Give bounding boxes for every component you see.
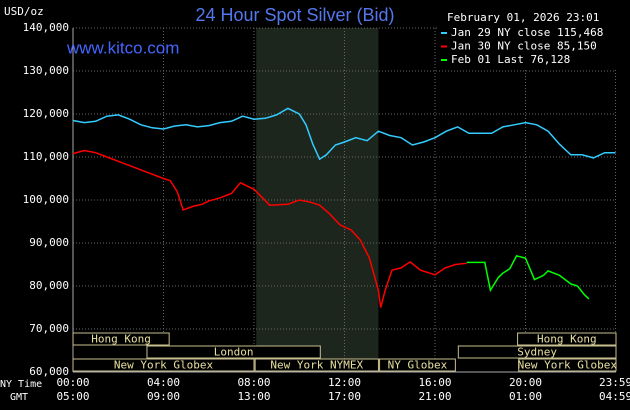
y-tick-label: 80,000 — [29, 279, 69, 292]
x-tick-label: 12:00 — [328, 376, 361, 389]
x-tick-label: 08:00 — [237, 376, 270, 389]
session-label: NY Globex — [388, 359, 448, 372]
legend-label: Jan 29 NY close 115,468 — [451, 26, 603, 39]
y-tick-label: 100,000 — [23, 193, 69, 206]
y-tick-label: 130,000 — [23, 64, 69, 77]
session-bar — [72, 332, 170, 346]
series-line — [72, 107, 616, 161]
series-line — [466, 255, 590, 300]
session-bar — [518, 358, 617, 372]
chart-title: 24 Hour Spot Silver (Bid) — [195, 5, 394, 25]
unit-label: USD/oz — [4, 5, 44, 18]
x-tick-label: 20:00 — [509, 376, 542, 389]
gmt-tick-label: 13:00 — [237, 390, 270, 403]
timestamp: February 01, 2026 23:01 — [447, 11, 599, 24]
y-tick-label: 120,000 — [23, 107, 69, 120]
y-tick-label: 140,000 — [23, 21, 69, 34]
session-label: London — [214, 346, 254, 359]
session-label: Hong Kong — [91, 333, 151, 346]
series-line — [72, 149, 467, 308]
gmt-tick-label: 09:00 — [147, 390, 180, 403]
session-bar — [254, 358, 379, 372]
y-tick-label: 70,000 — [29, 322, 69, 335]
legend-box — [437, 26, 617, 68]
session-bar — [517, 332, 617, 346]
session-label: New York Globex — [518, 359, 618, 372]
session-label: New York NYMEX — [270, 359, 363, 372]
y-tick-label: 60,000 — [29, 365, 69, 378]
session-bar — [457, 345, 617, 359]
session-label: Hong Kong — [537, 333, 597, 346]
y-tick-label: 110,000 — [23, 150, 69, 163]
legend-label: Jan 30 NY close 85,150 — [451, 40, 597, 53]
site: www.kitco.com — [66, 38, 179, 57]
x-tick-label: 16:00 — [418, 376, 451, 389]
gmt-tick-label: 05:00 — [56, 390, 89, 403]
session-bar — [146, 345, 321, 359]
legend-label: Feb 01 Last 76,128 — [451, 53, 570, 66]
gmt-tick-label: 04:59 — [599, 390, 630, 403]
session-bar — [72, 358, 255, 372]
gmt-tick-label: 17:00 — [328, 390, 361, 403]
session-label: New York Globex — [114, 359, 214, 372]
x-tick-label: 23:59 — [599, 376, 630, 389]
x-row-label: NY Time — [0, 379, 42, 390]
x-row-label: GMT — [10, 392, 28, 403]
gmt-tick-label: 21:00 — [418, 390, 451, 403]
session-label: Sydney — [517, 346, 557, 359]
y-tick-label: 90,000 — [29, 236, 69, 249]
gmt-tick-label: 01:00 — [509, 390, 542, 403]
x-tick-label: 00:00 — [56, 376, 89, 389]
x-tick-label: 04:00 — [147, 376, 180, 389]
session-bar — [379, 358, 456, 372]
